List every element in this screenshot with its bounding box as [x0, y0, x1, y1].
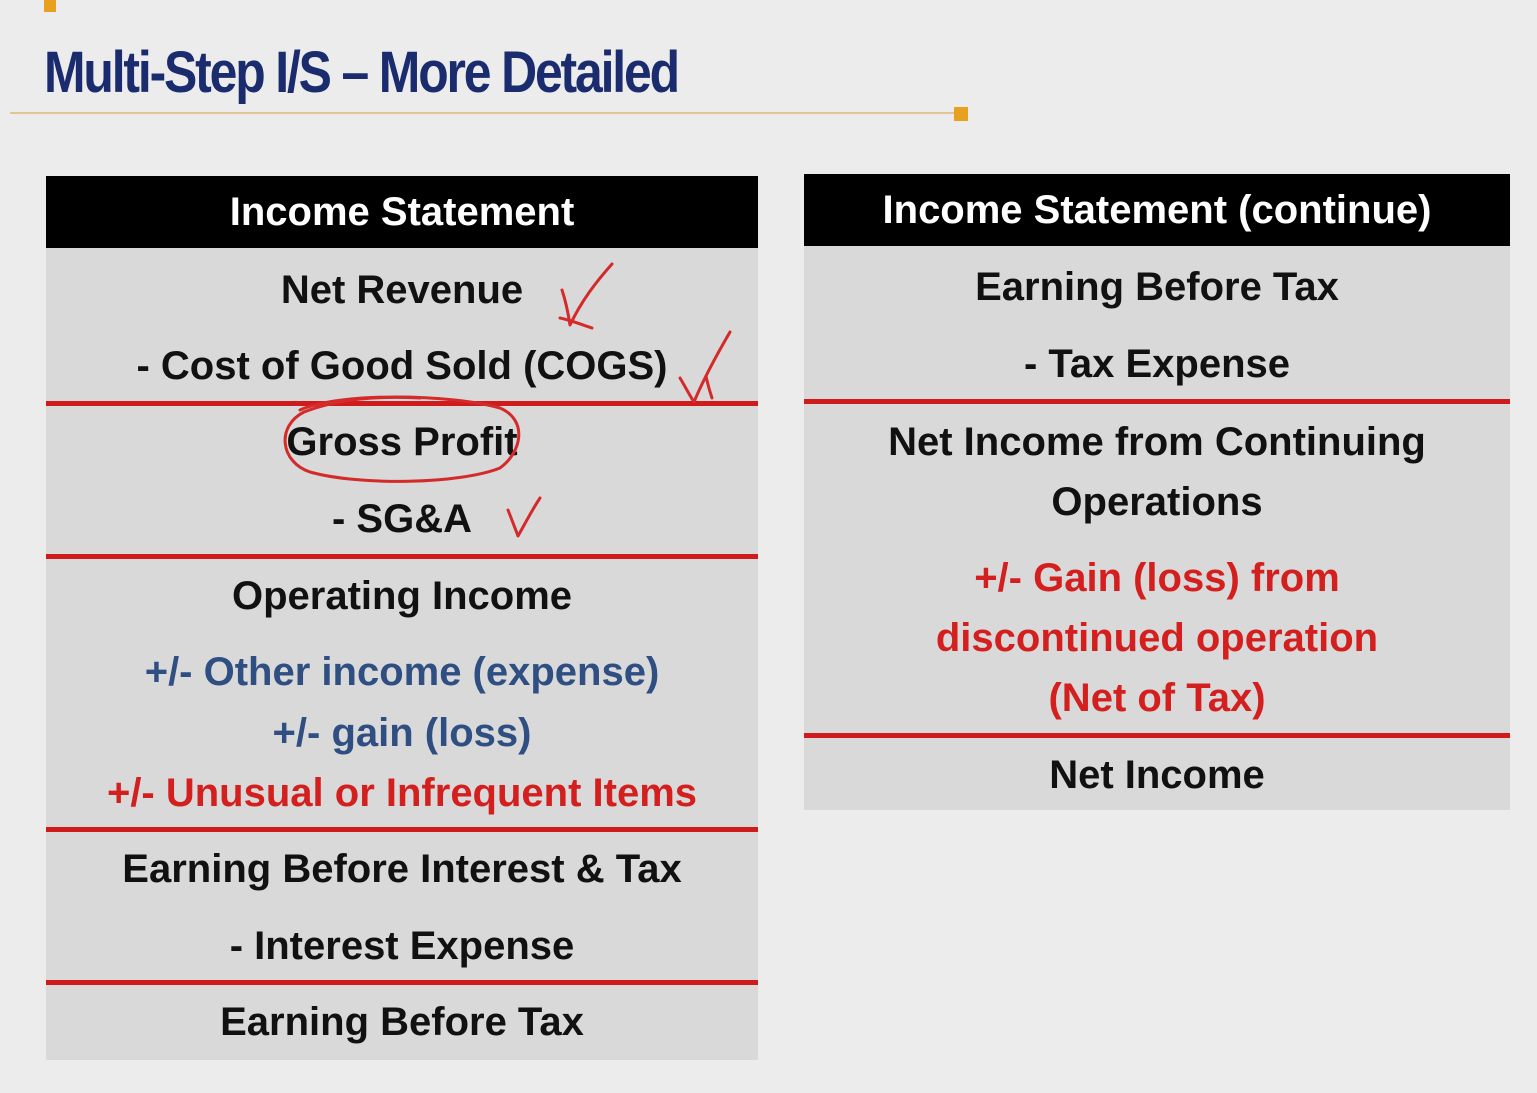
- income-statement-table: Income Statement Net Revenue - Cost of G…: [46, 176, 758, 1060]
- divider: [46, 980, 758, 985]
- income-statement-continue-table: Income Statement (continue) Earning Befo…: [804, 174, 1510, 810]
- slide-title: Multi-Step I/S – More Detailed: [44, 40, 680, 105]
- title-underline-end-square: [954, 107, 968, 121]
- divider: [46, 554, 758, 559]
- row-net-of-tax: (Net of Tax): [1048, 676, 1266, 720]
- row-gain-loss: +/- gain (loss): [272, 711, 532, 755]
- divider: [804, 399, 1510, 404]
- row-gross-profit: Gross Profit: [286, 420, 518, 464]
- table-header: Income Statement: [46, 176, 758, 248]
- row-operations: Operations: [1051, 480, 1263, 524]
- row-ebt: Earning Before Tax: [220, 1000, 584, 1044]
- row-discontinued-operation: discontinued operation: [935, 616, 1379, 660]
- title-underline: [10, 112, 960, 114]
- row-net-revenue: Net Revenue: [280, 268, 524, 312]
- accent-square: [44, 0, 56, 12]
- row-cogs: - Cost of Good Sold (COGS): [136, 344, 668, 388]
- divider: [46, 827, 758, 832]
- row-interest-expense: - Interest Expense: [229, 924, 575, 968]
- table-header: Income Statement (continue): [804, 174, 1510, 246]
- row-other-income: +/- Other income (expense): [144, 650, 660, 694]
- row-net-income: Net Income: [1049, 753, 1265, 797]
- row-gain-loss-discontinued: +/- Gain (loss) from: [974, 556, 1340, 600]
- row-tax-expense: - Tax Expense: [1023, 342, 1291, 386]
- row-net-income-continuing: Net Income from Continuing: [888, 420, 1426, 464]
- row-ebt: Earning Before Tax: [975, 265, 1339, 309]
- row-operating-income: Operating Income: [231, 574, 573, 618]
- row-sga: - SG&A: [332, 497, 472, 541]
- row-unusual-items: +/- Unusual or Infrequent Items: [106, 771, 698, 815]
- row-ebit: Earning Before Interest & Tax: [122, 847, 682, 891]
- divider: [46, 401, 758, 406]
- divider: [804, 733, 1510, 738]
